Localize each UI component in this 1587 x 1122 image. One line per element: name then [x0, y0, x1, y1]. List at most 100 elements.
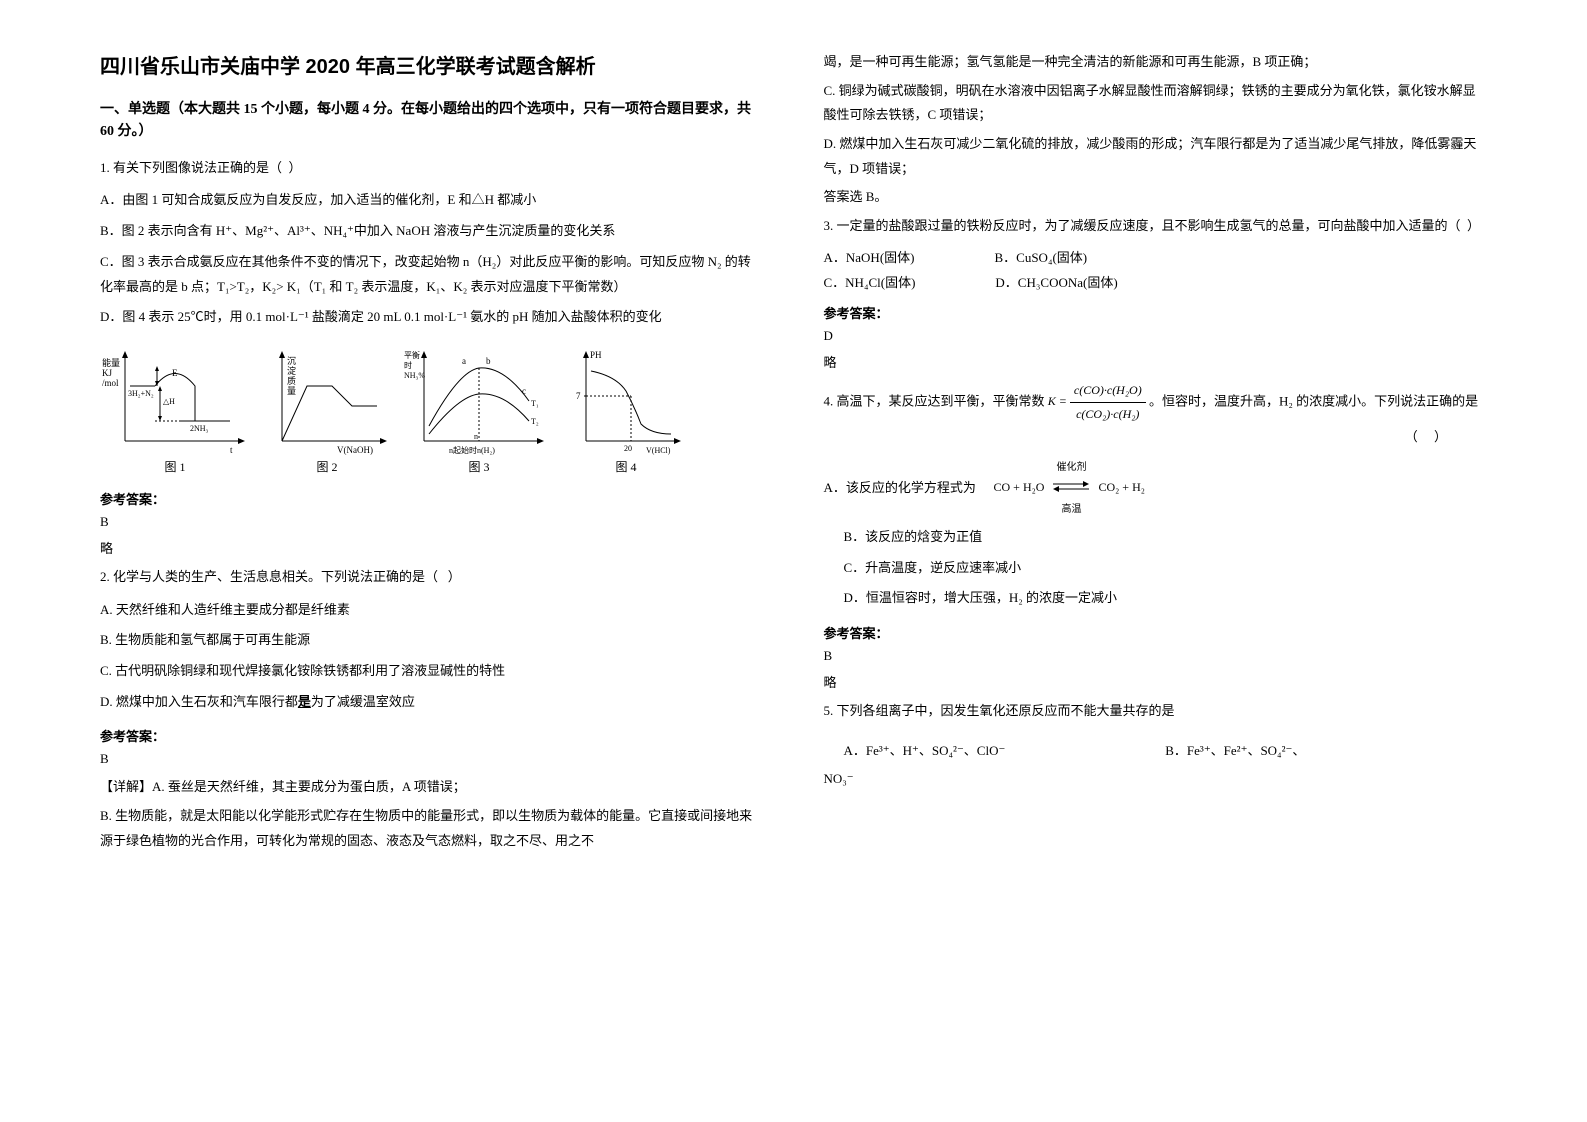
fig2-label: 图 2	[316, 458, 337, 475]
fig4-7: 7	[576, 391, 581, 401]
q4-optC: C．升高温度，逆反应速率减小	[844, 556, 1488, 581]
fig1-ylabel: 能量	[102, 357, 120, 368]
q4-eq-left: CO + H₂O	[994, 480, 1045, 494]
q4-optA-row: A．该反应的化学方程式为 CO + H₂O 催化剂 高温 CO₂ + H₂	[824, 458, 1488, 519]
q4-k-eq: K =	[1048, 394, 1067, 408]
q3-optB: B．CuSO₄(固体)	[994, 247, 1087, 266]
svg-text:平衡: 平衡	[404, 350, 420, 360]
q2-optD-under: 是	[298, 694, 311, 709]
fig3-t1: T₁	[531, 399, 539, 408]
q1-brief: 略	[100, 538, 764, 557]
q2-answer-label: 参考答案：	[100, 726, 764, 745]
figure-2: 沉 淀 质 量 V(NaOH) 图 2	[262, 346, 392, 475]
fig1-E: E	[172, 368, 178, 378]
left-column: 四川省乐山市关庙中学 2020 年高三化学联考试题含解析 一、单选题（本大题共 …	[100, 50, 764, 1072]
q4-optB: B．该反应的焓变为正值	[844, 525, 1488, 550]
q3-optC: C．NH₄Cl(固体)	[824, 272, 916, 291]
q5-options: A．Fe³⁺、H⁺、SO₄²⁻、ClO⁻ B．Fe³⁺、Fe²⁺、SO₄²⁻、	[844, 740, 1488, 759]
q4-eq-right: CO₂ + H₂	[1098, 480, 1144, 494]
q2-expD: D. 燃煤中加入生石灰可减少二氧化硫的排放，减少酸雨的形成；汽车限行都是为了适当…	[824, 132, 1488, 181]
q3-optA: A．NaOH(固体)	[824, 247, 915, 266]
q5-optA: A．Fe³⁺、H⁺、SO₄²⁻、ClO⁻	[844, 740, 1166, 759]
q5-no3: NO₃⁻	[824, 767, 1488, 792]
q2-answer: B	[100, 751, 764, 767]
fig1-product: 2NH₃	[190, 424, 209, 433]
equilibrium-arrows-icon	[1051, 480, 1091, 492]
q3-optD: D．CH₃COONa(固体)	[995, 272, 1117, 291]
q2-conclusion: 答案选 B。	[824, 185, 1488, 210]
q2-expC: C. 铜绿为碱式碳酸铜，明矾在水溶液中因铝离子水解显酸性而溶解铜绿；铁锈的主要成…	[824, 79, 1488, 128]
q4-paren: （ ）	[1405, 425, 1447, 450]
q4-answer-label: 参考答案：	[824, 623, 1488, 642]
q4-stem: 4. 高温下，某反应达到平衡，平衡常数 K = c(CO)·c(H₂O) c(C…	[824, 379, 1488, 450]
q3-row1: A．NaOH(固体) B．CuSO₄(固体)	[824, 247, 1488, 266]
q4-stem-pre: 4. 高温下，某反应达到平衡，平衡常数	[824, 393, 1045, 408]
q5-stem: 5. 下列各组离子中，因发生氧化还原反应而不能大量共存的是	[824, 699, 1488, 724]
q2-expB-cont: 竭，是一种可再生能源；氢气氢能是一种完全清洁的新能源和可再生能源，B 项正确；	[824, 50, 1488, 75]
q3-row2: C．NH₄Cl(固体) D．CH₃COONa(固体)	[824, 272, 1488, 291]
q4-eq-cat: 催化剂	[1051, 458, 1091, 477]
figure-4: PH 7 20 V(HCl) 图 4	[566, 346, 686, 475]
q3-answer: D	[824, 328, 1488, 344]
svg-text:淀: 淀	[287, 365, 296, 376]
fig2-xlabel: V(NaOH)	[337, 445, 373, 455]
fig3-a: a	[462, 356, 466, 366]
q2-expA: 【详解】A. 蚕丝是天然纤维，其主要成分为蛋白质，A 项错误；	[100, 775, 764, 800]
figure-row: 能量 KJ /mol 3H₂+N₂ E △H 2NH₃	[100, 346, 764, 475]
q2-stem: 2. 化学与人类的生产、生活息息相关。下列说法正确的是（ ）	[100, 565, 764, 590]
svg-text:n: n	[474, 432, 478, 441]
q4-optA: A．该反应的化学方程式为	[824, 476, 994, 501]
fig3-b: b	[486, 356, 491, 366]
q2-optD-pre: D. 燃煤中加入生石灰和汽车限行都	[100, 694, 298, 709]
q2-expB: B. 生物质能，就是太阳能以化学能形式贮存在生物质中的能量形式，即以生物质为载体…	[100, 804, 764, 853]
figure-1: 能量 KJ /mol 3H₂+N₂ E △H 2NH₃	[100, 346, 250, 475]
figure-3: 平衡 时 NH₃% a b c T₁ T₂ n起始时n(H₂) n 图 3	[404, 346, 554, 475]
fig1-xlabel: t	[230, 445, 233, 455]
right-column: 竭，是一种可再生能源；氢气氢能是一种完全清洁的新能源和可再生能源，B 项正确； …	[824, 50, 1488, 1072]
fig3-t2: T₂	[531, 417, 539, 426]
page-title: 四川省乐山市关庙中学 2020 年高三化学联考试题含解析	[100, 50, 764, 79]
fig4-xlabel: V(HCl)	[646, 446, 671, 455]
q4-eq-heat: 高温	[1051, 500, 1091, 519]
q2-optC: C. 古代明矾除铜绿和现代焊接氯化铵除铁锈都利用了溶液显碱性的特性	[100, 659, 764, 684]
q4-k-formula: K = c(CO)·c(H₂O) c(CO₂)·c(H₂)	[1048, 379, 1146, 426]
q2-optA: A. 天然纤维和人造纤维主要成分都是纤维素	[100, 598, 764, 623]
q3-stem: 3. 一定量的盐酸跟过量的铁粉反应时，为了减缓反应速度，且不影响生成氢气的总量，…	[824, 214, 1488, 239]
q2-optD-post: 为了减缓温室效应	[311, 694, 415, 709]
q4-brief: 略	[824, 672, 1488, 691]
q1-stem: 1. 有关下列图像说法正确的是（ ）	[100, 156, 764, 181]
svg-text:质: 质	[287, 375, 296, 386]
q1-optB: B．图 2 表示向含有 H⁺、Mg²⁺、Al³⁺、NH₄⁺中加入 NaOH 溶液…	[100, 219, 764, 244]
q2-optB: B. 生物质能和氢气都属于可再生能源	[100, 628, 764, 653]
q3-answer-label: 参考答案：	[824, 303, 1488, 322]
svg-text:量: 量	[287, 386, 296, 396]
fig4-20: 20	[624, 444, 632, 453]
q1-answer: B	[100, 514, 764, 530]
svg-text:NH₃%: NH₃%	[404, 371, 425, 380]
fig3-label: 图 3	[468, 458, 489, 475]
section-1-header: 一、单选题（本大题共 15 个小题，每小题 4 分。在每小题给出的四个选项中，只…	[100, 99, 764, 144]
q1-optA: A．由图 1 可知合成氨反应为自发反应，加入适当的催化剂，E 和△H 都减小	[100, 188, 764, 213]
q4-k-den: c(CO₂)·c(H₂)	[1070, 403, 1146, 426]
fig4-label: 图 4	[615, 458, 636, 475]
q1-answer-label: 参考答案：	[100, 489, 764, 508]
svg-text:KJ: KJ	[102, 368, 112, 378]
q4-optD: D．恒温恒容时，增大压强，H₂ 的浓度一定减小	[844, 586, 1488, 611]
q1-optC: C．图 3 表示合成氨反应在其他条件不变的情况下，改变起始物 n（H₂）对此反应…	[100, 250, 764, 299]
q4-stem-post: 。恒容时，温度升高，H₂ 的浓度减小。下列说法正确的是	[1149, 393, 1478, 408]
fig3-xlabel: n起始时n(H₂)	[449, 445, 495, 455]
q3-brief: 略	[824, 352, 1488, 371]
q4-k-num: c(CO)·c(H₂O)	[1070, 379, 1146, 403]
q4-equation: CO + H₂O 催化剂 高温 CO₂ + H₂	[994, 458, 1145, 519]
fig1-label: 图 1	[164, 458, 185, 475]
fig1-reactant: 3H₂+N₂	[128, 389, 154, 398]
q5-optB: B．Fe³⁺、Fe²⁺、SO₄²⁻、	[1165, 740, 1487, 759]
fig4-ylabel: PH	[590, 350, 602, 360]
svg-text:时: 时	[404, 360, 412, 370]
fig1-dH: △H	[163, 397, 175, 406]
svg-text:/mol: /mol	[102, 378, 119, 388]
q4-answer: B	[824, 648, 1488, 664]
q2-optD: D. 燃煤中加入生石灰和汽车限行都是为了减缓温室效应	[100, 690, 764, 715]
fig3-c: c	[522, 386, 526, 396]
svg-text:沉: 沉	[287, 356, 296, 366]
